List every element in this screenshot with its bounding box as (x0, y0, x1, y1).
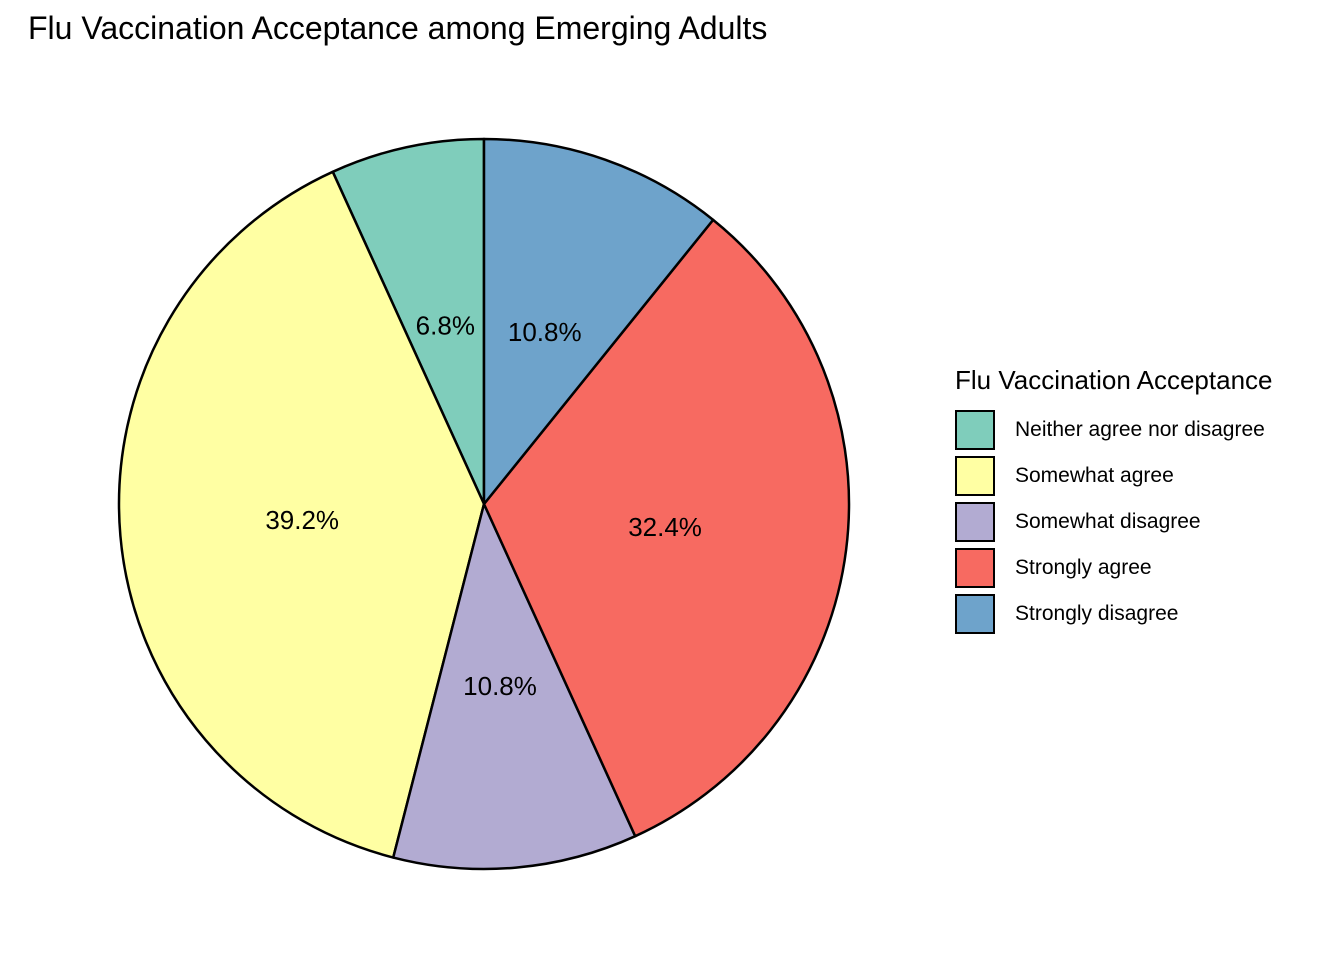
legend-swatch (955, 594, 995, 634)
legend-label: Neither agree nor disagree (1015, 418, 1265, 441)
pie-slice (331, 137, 486, 506)
slice-percent-label: 10.8% (463, 671, 537, 701)
legend-swatch (955, 502, 995, 542)
legend: Flu Vaccination Acceptance Neither agree… (955, 365, 1272, 637)
slice-percent-label: 10.8% (508, 317, 582, 347)
pie-labels: 6.8% 39.2% 10.8% 32.4% 10.8% (265, 311, 702, 701)
legend-title: Flu Vaccination Acceptance (955, 365, 1273, 395)
pie-slices (117, 137, 851, 871)
legend-swatch (955, 548, 995, 588)
legend-label: Somewhat agree (1015, 464, 1174, 487)
slice-percent-label: 32.4% (628, 512, 702, 542)
legend-label: Strongly disagree (1015, 602, 1179, 625)
pie-slice (482, 137, 715, 506)
pie-slice (117, 170, 486, 859)
slice-percent-label: 6.8% (416, 311, 475, 341)
legend-label: Strongly agree (1015, 556, 1152, 579)
legend-item: Somewhat agree (955, 453, 1272, 499)
pie-slice (482, 218, 851, 838)
legend-item: Neither agree nor disagree (955, 407, 1272, 453)
pie-slice (391, 502, 637, 871)
legend-label: Somewhat disagree (1015, 510, 1201, 533)
legend-item: Strongly agree (955, 545, 1272, 591)
legend-swatch (955, 410, 995, 450)
chart-title: Flu Vaccination Acceptance among Emergin… (28, 10, 768, 46)
legend-item: Strongly disagree (955, 591, 1272, 637)
legend-swatch (955, 456, 995, 496)
legend-item: Somewhat disagree (955, 499, 1272, 545)
slice-percent-label: 39.2% (265, 505, 339, 535)
